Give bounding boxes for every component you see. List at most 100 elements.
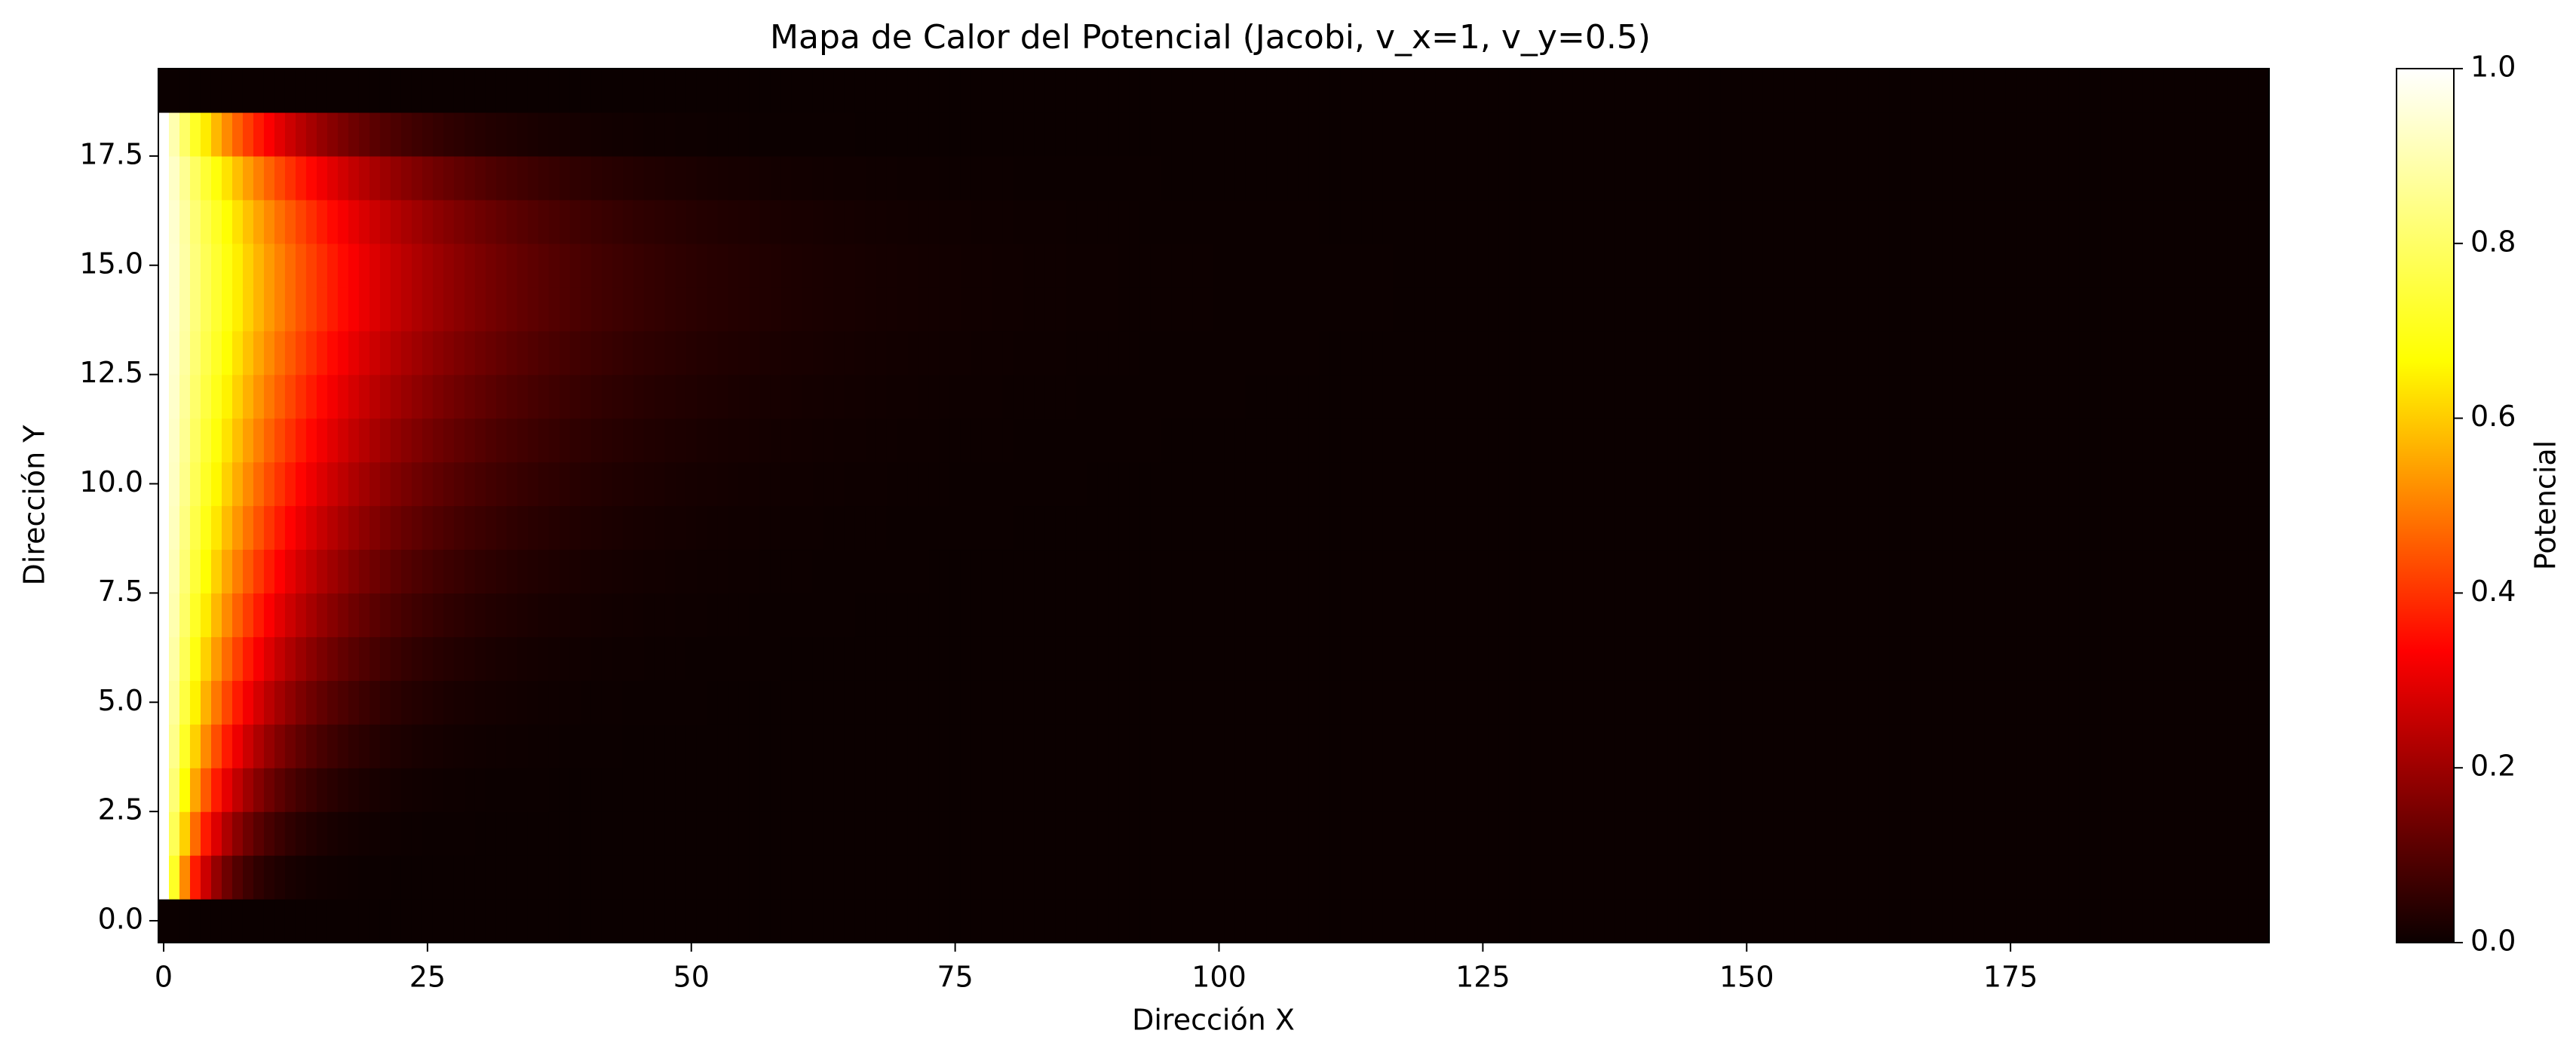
heatmap-cell (1857, 636, 1869, 681)
heatmap-cell (2174, 768, 2185, 812)
heatmap-cell (1393, 330, 1404, 376)
heatmap-cell (2100, 155, 2111, 201)
heatmap-cell (327, 462, 339, 507)
heatmap-cell (464, 724, 476, 768)
heatmap-cell (865, 855, 877, 900)
heatmap-cell (369, 724, 381, 768)
heatmap-cell (316, 899, 328, 943)
heatmap-cell (696, 811, 708, 856)
heatmap-cell (1646, 768, 1658, 812)
heatmap-cell (1931, 505, 1943, 550)
heatmap-cell (1815, 199, 1826, 244)
heatmap-cell (559, 811, 571, 856)
heatmap-cell (580, 680, 592, 725)
heatmap-cell (1266, 243, 1278, 288)
heatmap-cell (1995, 899, 2006, 943)
heatmap-cell (1435, 549, 1446, 593)
heatmap-cell (728, 69, 740, 113)
heatmap-cell (1783, 418, 1795, 463)
heatmap-cell (2037, 287, 2048, 332)
heatmap-cell (939, 199, 951, 244)
heatmap-cell (622, 243, 634, 288)
heatmap-cell (1583, 593, 1594, 637)
heatmap-cell (2185, 855, 2196, 900)
heatmap-cell (2026, 855, 2038, 900)
heatmap-cell (971, 69, 983, 113)
heatmap-cell (263, 549, 275, 593)
heatmap-cell (1414, 418, 1425, 463)
heatmap-cell (348, 505, 360, 550)
heatmap-cell (928, 680, 940, 725)
heatmap-cell (2079, 155, 2090, 201)
heatmap-cell (1910, 593, 1921, 637)
heatmap-cell (2248, 724, 2259, 768)
heatmap-cell (295, 243, 307, 288)
heatmap-cell (1203, 462, 1215, 507)
heatmap-cell (928, 112, 940, 157)
heatmap-cell (2111, 374, 2122, 419)
heatmap-cell (886, 199, 898, 244)
heatmap-cell (749, 418, 761, 463)
heatmap-cell (2259, 112, 2270, 157)
heatmap-cell (738, 593, 750, 637)
heatmap-cell (1403, 899, 1415, 943)
heatmap-cell (928, 768, 940, 812)
heatmap-cell (1752, 462, 1763, 507)
heatmap-cell (327, 112, 339, 157)
heatmap-cell (1329, 330, 1342, 376)
heatmap-cell (337, 899, 349, 943)
heatmap-cell (1931, 462, 1943, 507)
heatmap-cell (1878, 593, 1890, 637)
heatmap-cell (369, 243, 381, 288)
heatmap-cell (590, 680, 603, 725)
heatmap-cell (1667, 724, 1679, 768)
heatmap-cell (2142, 112, 2154, 157)
heatmap-cell (569, 374, 581, 419)
heatmap-cell (1161, 374, 1173, 419)
heatmap-cell (1910, 768, 1921, 812)
heatmap-cell (1857, 899, 1869, 943)
heatmap-cell (200, 462, 212, 507)
heatmap-cell (1836, 593, 1848, 637)
heatmap-cell (696, 899, 708, 943)
heatmap-cell (1266, 155, 1278, 201)
heatmap-cell (1308, 593, 1320, 637)
heatmap-cell (1995, 811, 2006, 856)
heatmap-cell (707, 330, 719, 376)
heatmap-cell (1118, 243, 1130, 288)
heatmap-cell (295, 69, 307, 113)
heatmap-cell (1604, 374, 1615, 419)
heatmap-cell (1688, 199, 1700, 244)
heatmap-cell (1625, 811, 1636, 856)
heatmap-cell (1699, 330, 1710, 376)
heatmap-cell (1044, 69, 1056, 113)
heatmap-cell (1351, 636, 1363, 681)
heatmap-cell (474, 899, 486, 943)
heatmap-cell (2005, 636, 2016, 681)
heatmap-cell (1319, 69, 1331, 113)
heatmap-cell (295, 549, 307, 593)
heatmap-cell (1509, 112, 1520, 157)
heatmap-cell (1794, 549, 1805, 593)
heatmap-cell (939, 899, 951, 943)
heatmap-cell (1931, 636, 1943, 681)
heatmap-cell (506, 768, 518, 812)
heatmap-cell (865, 243, 877, 288)
heatmap-cell (316, 768, 328, 812)
heatmap-cell (1234, 811, 1247, 856)
heatmap-cell (1213, 593, 1225, 637)
heatmap-cell (675, 549, 687, 593)
heatmap-cell (2058, 374, 2069, 419)
heatmap-cell (1710, 330, 1721, 376)
heatmap-cell (886, 330, 898, 376)
heatmap-cell (960, 199, 972, 244)
heatmap-cell (1900, 199, 1911, 244)
heatmap-cell (886, 549, 898, 593)
heatmap-cell (928, 505, 940, 550)
heatmap-cell (1889, 636, 1900, 681)
heatmap-cell (1636, 505, 1647, 550)
heatmap-cell (506, 112, 518, 157)
heatmap-cell (327, 811, 339, 856)
heatmap-cell (823, 462, 835, 507)
heatmap-cell (865, 593, 877, 637)
